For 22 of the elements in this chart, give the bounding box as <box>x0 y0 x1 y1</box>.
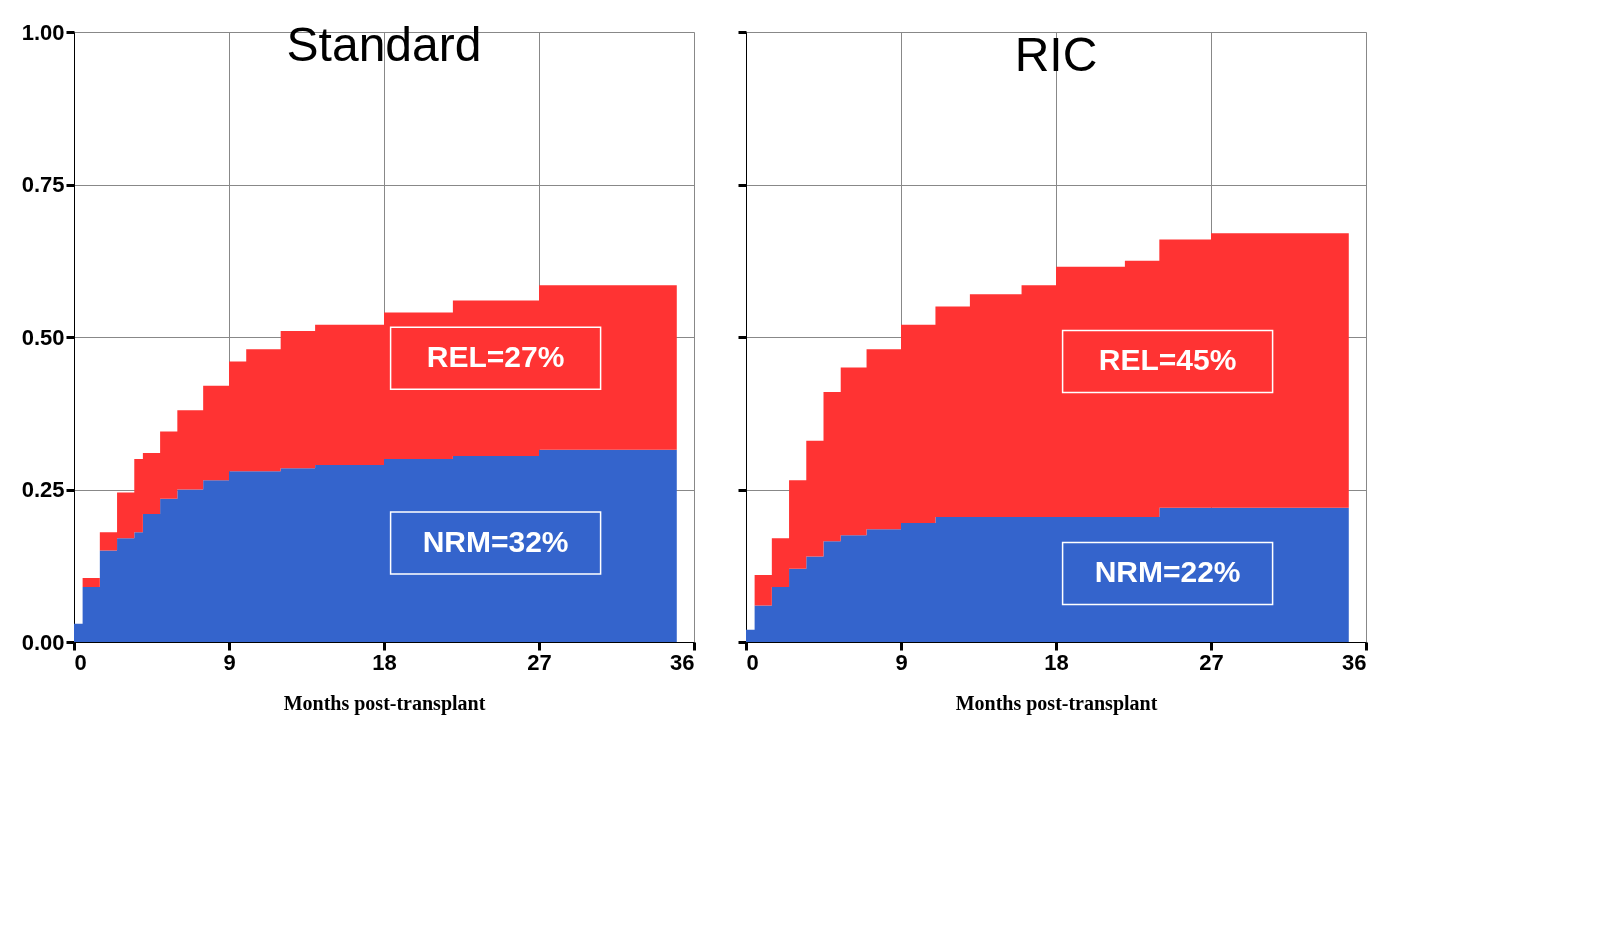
chart-title: Standard <box>286 18 482 71</box>
y-tick-label: 0.00 <box>21 629 65 655</box>
x-tick-label: 18 <box>1044 649 1069 675</box>
x-axis-title: Months post-transplant <box>283 691 486 715</box>
y-tick-label: 0.75 <box>21 172 65 197</box>
x-tick-label: 27 <box>527 649 552 675</box>
y-tick-label: 1.00 <box>21 19 65 45</box>
annotation: NRM=32% <box>422 524 569 558</box>
x-tick-label: 36 <box>1342 649 1367 675</box>
x-tick-label: 0 <box>746 649 759 675</box>
x-tick-label: 18 <box>372 649 397 675</box>
annotation: REL=27% <box>426 340 565 374</box>
x-axis-title: Months post-transplant <box>955 691 1158 715</box>
x-tick-label: 0 <box>74 649 87 675</box>
x-tick-label: 36 <box>670 649 695 675</box>
chart-title: RIC <box>1014 27 1098 81</box>
y-tick-label: 0.25 <box>21 477 65 502</box>
x-tick-label: 9 <box>895 649 908 675</box>
annotation: REL=45% <box>1098 343 1237 377</box>
x-tick-label: 27 <box>1199 649 1224 675</box>
y-tick-label: 0.50 <box>21 324 65 350</box>
x-tick-label: 9 <box>223 649 236 675</box>
